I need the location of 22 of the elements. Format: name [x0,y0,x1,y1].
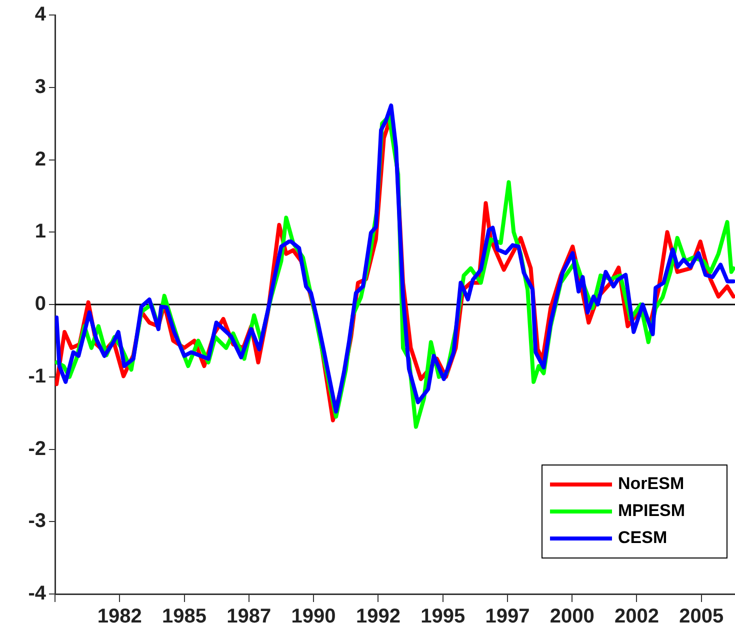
legend-label: NorESM [618,474,684,494]
y-tick-label: -1 [28,365,46,388]
y-tick-label: 4 [34,4,47,26]
x-tick-label: 1992 [356,606,400,628]
legend-label: MPIESM [618,501,686,520]
y-tick-label: -2 [28,438,46,460]
y-tick-label: 1 [34,220,46,243]
x-tick-label: 2000 [550,606,594,628]
x-tick-label: 1997 [485,606,530,628]
x-tick-label: 1987 [226,606,272,628]
x-tick-label: 2005 [679,606,724,628]
y-tick-label: -3 [28,510,46,532]
y-tick-label: 3 [34,76,46,98]
y-tick-label: 0 [34,293,46,316]
y-tick-label: -4 [28,582,47,605]
y-tick-label: 2 [34,148,46,170]
legend-label: CESM [618,528,668,548]
x-tick-label: 1990 [291,606,336,628]
x-tick-label: 1982 [97,606,142,628]
x-tick-label: 1995 [420,606,466,628]
x-tick-label: 2002 [614,606,659,628]
x-tick-label: 1985 [162,606,207,628]
